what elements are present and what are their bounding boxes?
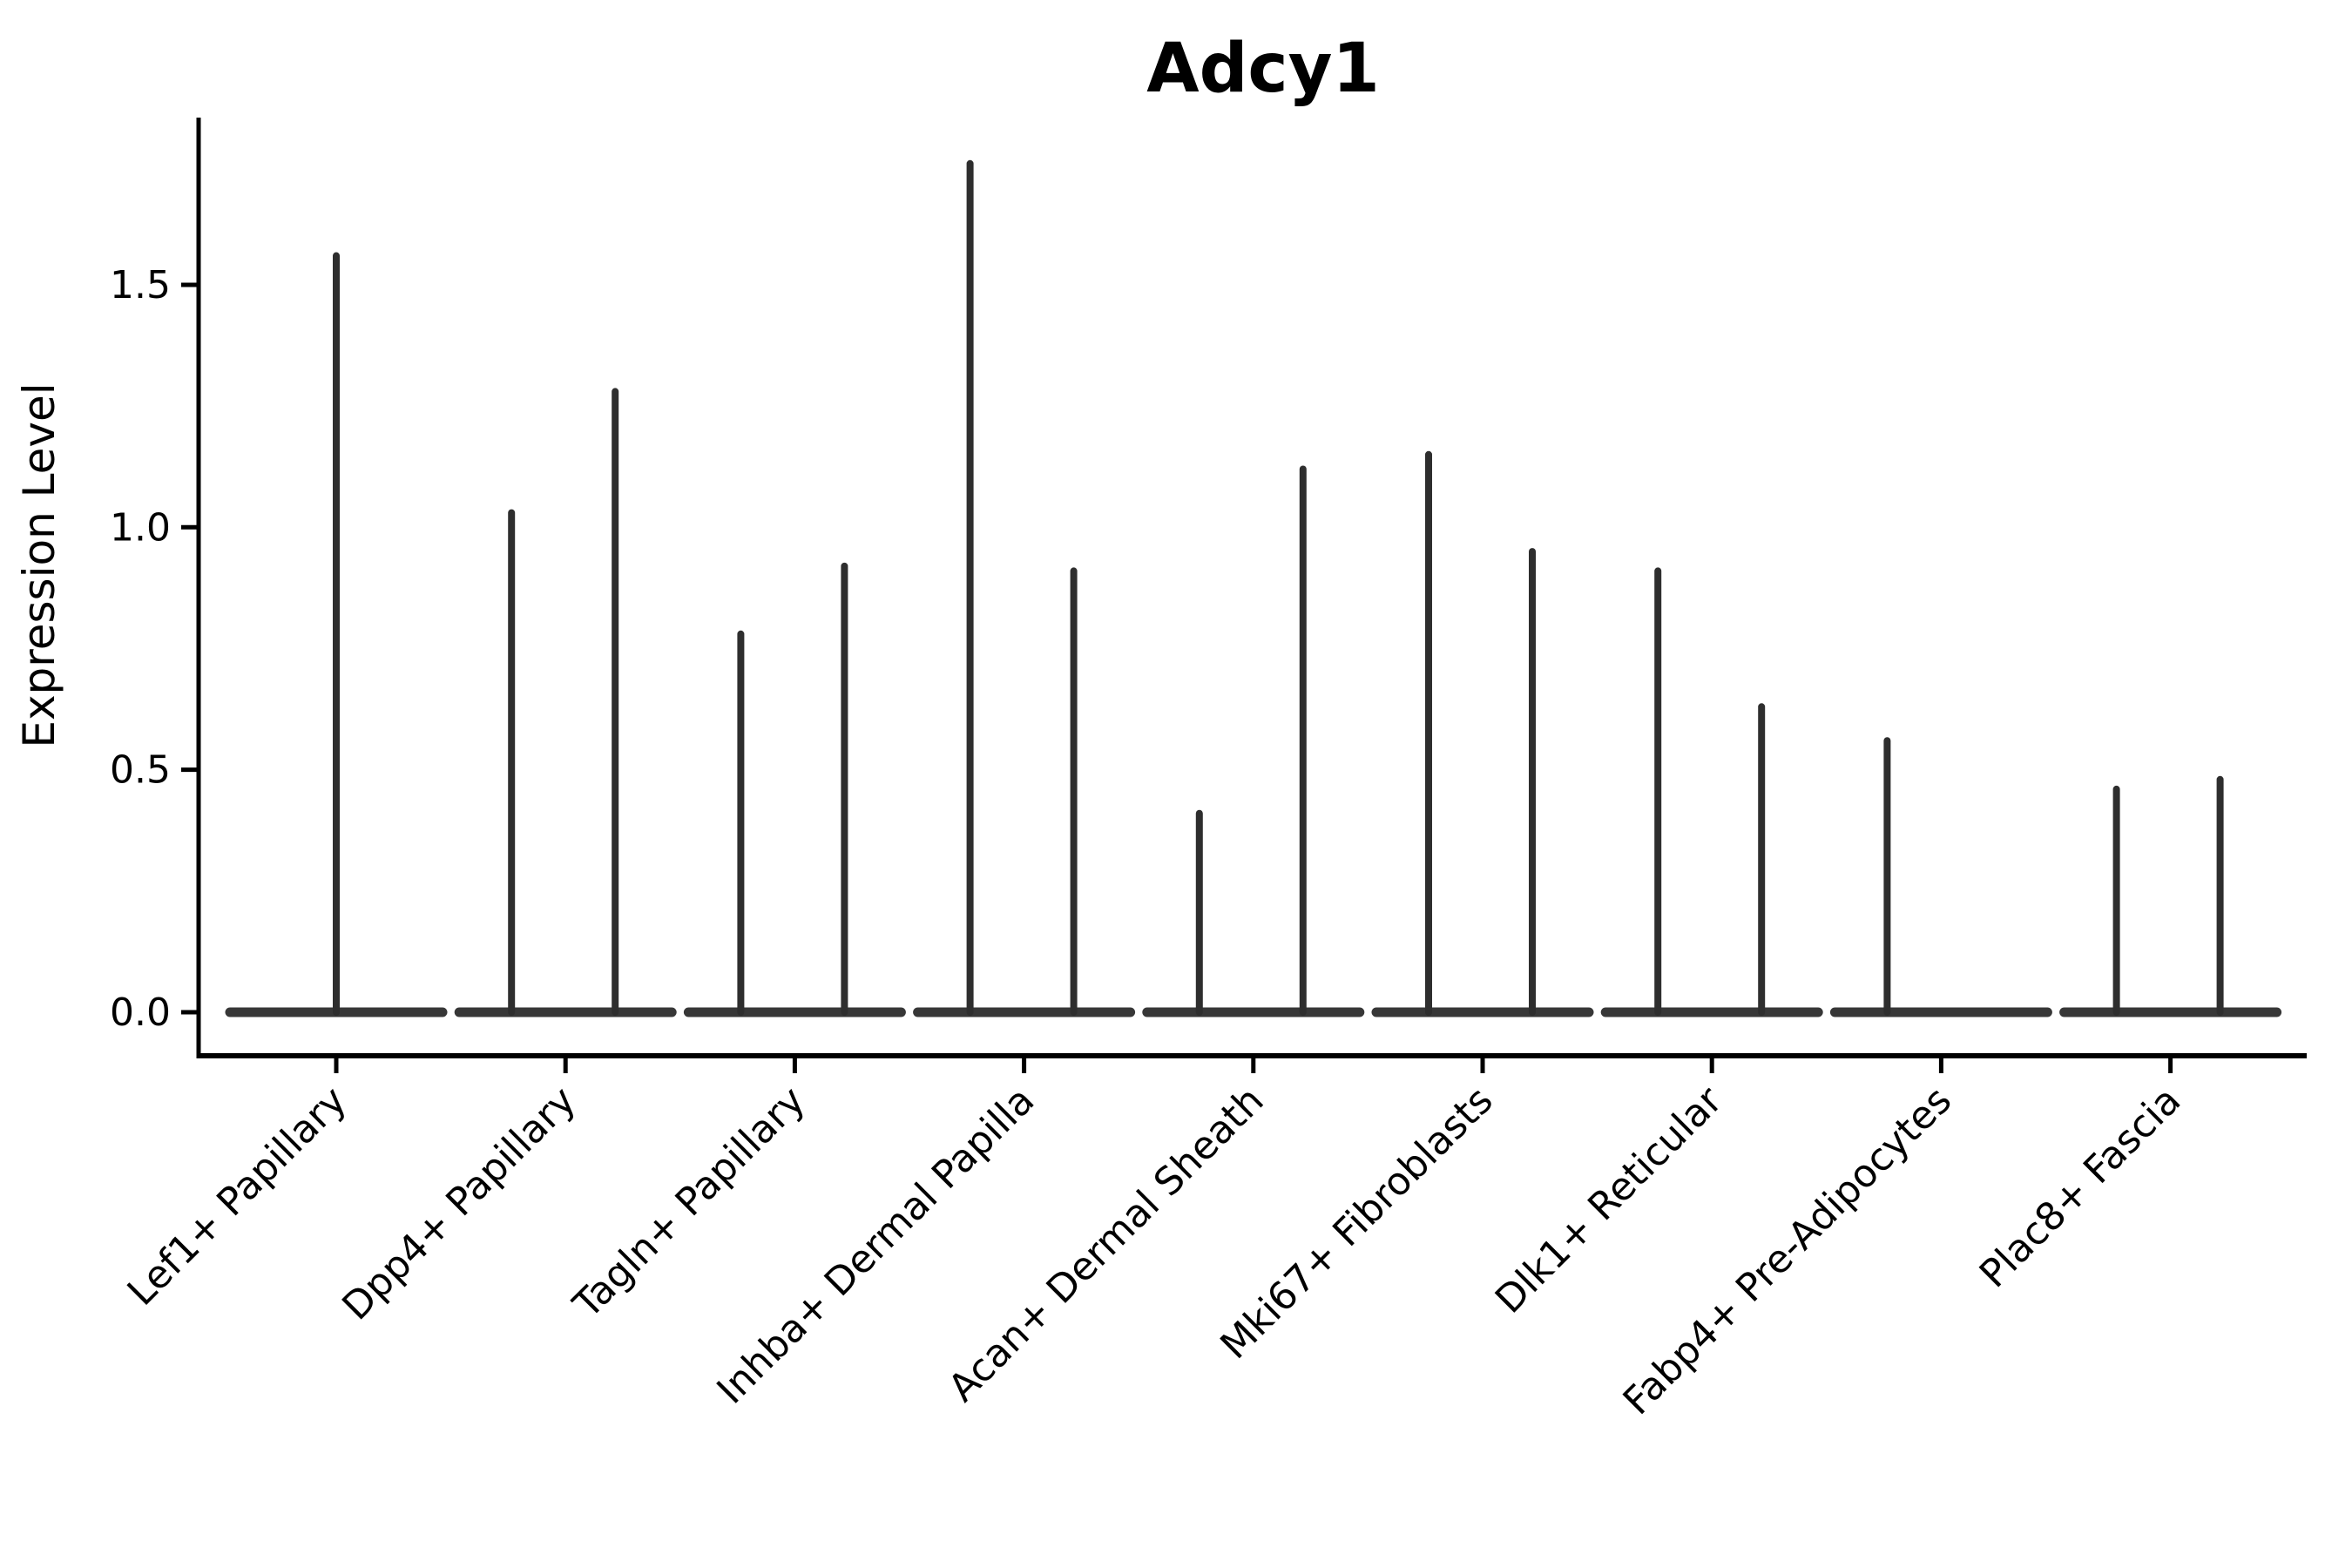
- plot-title: Adcy1: [1146, 30, 1380, 108]
- violins-layer: [225, 159, 2282, 1017]
- violin-group-5: [1142, 465, 1365, 1017]
- y-axis-label: Expression Level: [14, 382, 64, 747]
- x-tick-label: Dlk1+ Reticular: [1487, 1078, 1732, 1322]
- x-tick-label: Lef1+ Papillary: [119, 1078, 355, 1315]
- violin-group-2: [454, 388, 677, 1017]
- y-axis-ticks: 0.0 0.5 1.0 1.5: [110, 263, 199, 1035]
- y-tick-label: 0.0: [110, 990, 171, 1035]
- violin-group-1: [225, 252, 448, 1017]
- y-tick-label: 0.5: [110, 748, 171, 793]
- violin-group-9: [2059, 775, 2282, 1017]
- violin-group-7: [1600, 567, 1823, 1017]
- violin-group-3: [683, 562, 906, 1017]
- violin-group-8: [1829, 737, 2052, 1017]
- x-tick-label: Dpp4+ Papillary: [334, 1078, 585, 1329]
- y-tick-label: 1.5: [110, 263, 171, 308]
- x-tick-label: Plac8+ Fascia: [1971, 1078, 2190, 1297]
- violin-group-6: [1371, 450, 1594, 1017]
- x-tick-label: Tagln+ Papillary: [564, 1078, 814, 1328]
- y-tick-label: 1.0: [110, 505, 171, 550]
- violin-group-4: [913, 159, 1136, 1017]
